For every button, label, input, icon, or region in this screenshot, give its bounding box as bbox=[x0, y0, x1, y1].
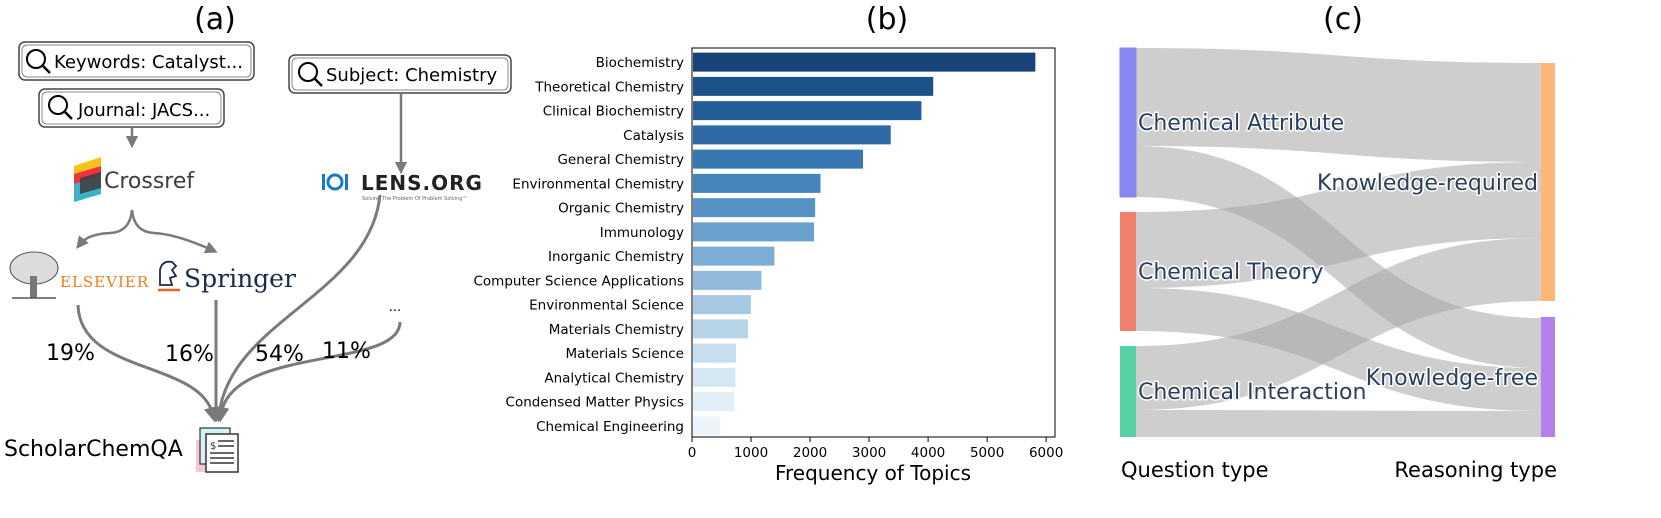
category-label: Organic Chemistry bbox=[558, 201, 684, 217]
bar-chemical-engineering bbox=[693, 416, 721, 436]
label-knowledge-required: Knowledge-required bbox=[1317, 171, 1538, 196]
ellipsis-source: ... bbox=[389, 300, 401, 315]
arrow-crossref-to-springer bbox=[130, 209, 218, 254]
percent-springer: 16% bbox=[165, 342, 214, 367]
tree-icon bbox=[9, 251, 59, 299]
x-tick-label: 6000 bbox=[1029, 445, 1063, 461]
bar-catalysis bbox=[693, 125, 891, 145]
bar-computer-science-applications bbox=[693, 270, 762, 290]
node-chemical-interaction bbox=[1120, 346, 1136, 437]
search-icon bbox=[26, 49, 51, 74]
elsevier-logo: ELSEVIER bbox=[9, 251, 149, 299]
lens-tagline: Solving The Problem Of Problem Solving™ bbox=[362, 196, 467, 202]
category-label: Analytical Chemistry bbox=[544, 370, 684, 386]
dataset-name: ScholarChemQA bbox=[4, 437, 183, 462]
crossref-wordmark: Crossref bbox=[104, 169, 195, 194]
bar-theoretical-chemistry bbox=[693, 76, 934, 96]
category-label: Inorganic Chemistry bbox=[548, 249, 684, 265]
label-knowledge-free: Knowledge-free bbox=[1366, 366, 1538, 391]
link-interaction-to-free bbox=[1136, 410, 1541, 437]
chart-category-labels: Biochemistry Theoretical Chemistry Clinica… bbox=[474, 55, 685, 435]
category-label: Computer Science Applications bbox=[474, 273, 685, 289]
link-interaction-to-required bbox=[1136, 238, 1541, 410]
bar-analytical-chemistry bbox=[693, 367, 736, 387]
search-icon bbox=[298, 62, 323, 87]
reasoning-type-label: Reasoning type bbox=[1394, 458, 1557, 482]
bar-biochemistry bbox=[693, 52, 1036, 72]
node-chemical-theory bbox=[1120, 212, 1136, 331]
panel-b: (b) Biochemistry Theoretical Chemistry Cli… bbox=[474, 2, 1064, 485]
x-tick-label: 2000 bbox=[793, 445, 827, 461]
link-theory-to-required bbox=[1136, 162, 1541, 288]
horse-icon bbox=[158, 260, 180, 292]
journal-label: Journal: JACS... bbox=[77, 100, 210, 121]
bar-inorganic-chemistry bbox=[693, 246, 775, 266]
percent-lens: 54% bbox=[255, 342, 304, 367]
node-knowledge-required bbox=[1541, 63, 1555, 301]
arrow-crossref-to-elsevier bbox=[76, 209, 134, 249]
category-label: Chemical Engineering bbox=[536, 419, 684, 435]
question-type-label: Question type bbox=[1121, 458, 1269, 482]
document-stack-icon: $ bbox=[196, 427, 239, 473]
springer-logo: Springer bbox=[158, 260, 296, 293]
panel-b-label: (b) bbox=[866, 2, 908, 37]
flow-arrows bbox=[76, 194, 402, 423]
chart-x-axis-label: Frequency of Topics bbox=[775, 461, 971, 485]
chart-x-ticks: 0 1000 2000 3000 4000 5000 6000 bbox=[688, 437, 1063, 461]
bar-condensed-matter-physics bbox=[693, 392, 735, 412]
category-label: Theoretical Chemistry bbox=[534, 79, 684, 95]
bar-organic-chemistry bbox=[693, 198, 816, 218]
category-label: Materials Chemistry bbox=[549, 322, 684, 338]
x-tick-label: 0 bbox=[688, 445, 697, 461]
subject-search-box: Subject: Chemistry bbox=[288, 54, 512, 94]
springer-wordmark: Springer bbox=[184, 264, 296, 293]
bar-general-chemistry bbox=[693, 149, 863, 169]
bar-environmental-science bbox=[693, 295, 751, 315]
x-tick-label: 4000 bbox=[911, 445, 945, 461]
bar-materials-science bbox=[693, 343, 737, 363]
category-label: General Chemistry bbox=[557, 152, 684, 168]
lens-logo: LENS.ORG Solving The Problem Of Problem … bbox=[322, 171, 483, 202]
panel-a: (a) Keywords: Catalyst... Journal: JACS.… bbox=[4, 2, 512, 473]
journal-search-box: Journal: JACS... bbox=[38, 88, 225, 128]
category-label: Environmental Chemistry bbox=[512, 176, 684, 192]
chart-bars bbox=[693, 52, 1036, 436]
category-label: Biochemistry bbox=[596, 55, 684, 71]
sankey-links bbox=[1136, 48, 1541, 437]
crossref-logo: Crossref bbox=[74, 157, 195, 202]
elsevier-wordmark: ELSEVIER bbox=[60, 273, 149, 291]
panel-c-label: (c) bbox=[1323, 2, 1363, 37]
percent-other: 11% bbox=[322, 339, 371, 364]
node-knowledge-free bbox=[1541, 317, 1555, 437]
bar-clinical-biochemistry bbox=[693, 101, 922, 121]
panel-c: (c) Chemical Attribute Chemical Theory C… bbox=[1119, 2, 1557, 482]
label-chemical-theory: Chemical Theory bbox=[1138, 260, 1324, 285]
x-tick-label: 5000 bbox=[970, 445, 1004, 461]
bar-environmental-chemistry bbox=[693, 173, 821, 193]
label-chemical-interaction: Chemical Interaction bbox=[1138, 380, 1366, 405]
subject-label: Subject: Chemistry bbox=[326, 65, 497, 86]
percent-elsevier: 19% bbox=[46, 341, 95, 366]
x-tick-label: 3000 bbox=[852, 445, 886, 461]
keywords-search-box: Keywords: Catalyst... bbox=[18, 41, 255, 81]
keywords-label: Keywords: Catalyst... bbox=[54, 52, 243, 73]
lens-wordmark: LENS.ORG bbox=[361, 171, 483, 195]
category-label: Catalysis bbox=[623, 128, 684, 144]
bar-immunology bbox=[693, 222, 814, 242]
node-chemical-attribute bbox=[1119, 47, 1137, 198]
category-label: Materials Science bbox=[565, 346, 684, 362]
svg-text:$: $ bbox=[210, 441, 216, 452]
chart-frame bbox=[691, 47, 1056, 438]
category-label: Immunology bbox=[600, 225, 684, 241]
bar-materials-chemistry bbox=[693, 319, 748, 339]
x-tick-label: 1000 bbox=[734, 445, 768, 461]
label-chemical-attribute: Chemical Attribute bbox=[1138, 111, 1344, 136]
panel-a-label: (a) bbox=[194, 2, 236, 37]
link-attribute-to-required bbox=[1136, 48, 1541, 162]
search-icon bbox=[48, 95, 73, 120]
category-label: Condensed Matter Physics bbox=[506, 395, 684, 411]
category-label: Environmental Science bbox=[529, 298, 684, 314]
category-label: Clinical Biochemistry bbox=[543, 104, 684, 120]
